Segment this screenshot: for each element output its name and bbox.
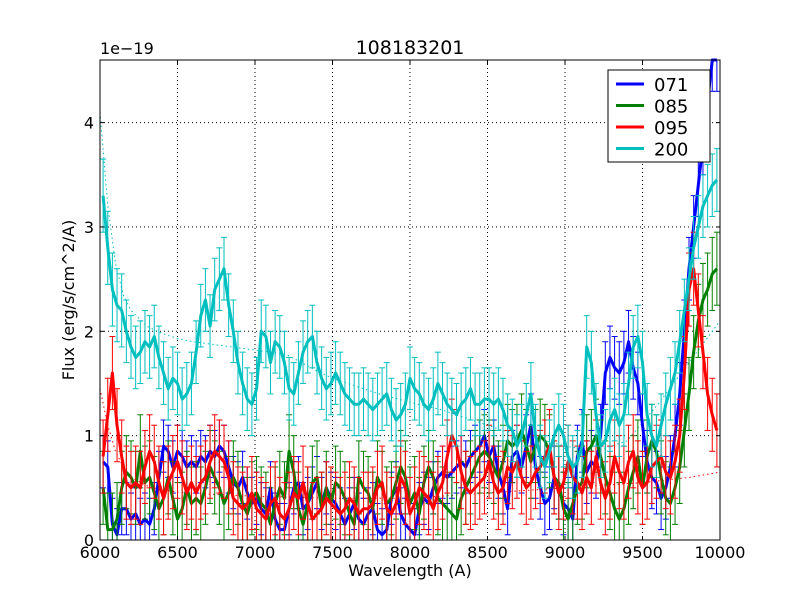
series-line-095 (101, 267, 719, 521)
x-tick-label: 10000 (695, 543, 746, 562)
y-tick-label: 0 (84, 531, 94, 550)
legend-label-071: 071 (654, 75, 688, 96)
x-tick-label: 7500 (312, 543, 353, 562)
y-tick-label: 1 (84, 427, 94, 446)
x-tick-label: 8000 (390, 543, 431, 562)
chart-title: 108183201 (356, 37, 465, 59)
y-tick-label: 3 (84, 218, 94, 237)
x-tick-label: 8500 (467, 543, 508, 562)
y-offset-text: 1e−19 (100, 39, 154, 58)
x-axis-label: Wavelength (A) (348, 561, 471, 580)
y-tick-label: 4 (84, 114, 94, 133)
legend-label-200: 200 (654, 140, 688, 161)
x-tick-label: 9000 (545, 543, 586, 562)
series-095 (100, 231, 720, 541)
x-tick-label: 9500 (622, 543, 663, 562)
x-tick-label: 6500 (157, 543, 198, 562)
series-line-200 (101, 179, 719, 469)
y-axis-label: Flux (erg/s/cm^2/A) (59, 220, 78, 381)
y-tick-label: 2 (84, 322, 94, 341)
x-tick-label: 7000 (235, 543, 276, 562)
legend-label-095: 095 (654, 118, 688, 139)
legend-label-085: 085 (654, 97, 688, 118)
axis-ticks: 6000 6500 7000 7500 8000 8500 9000 9500 10000 0 1 2… (80, 60, 746, 562)
series-200 (100, 148, 720, 499)
data-series (100, 58, 720, 541)
x-tick-label: 6000 (80, 543, 121, 562)
